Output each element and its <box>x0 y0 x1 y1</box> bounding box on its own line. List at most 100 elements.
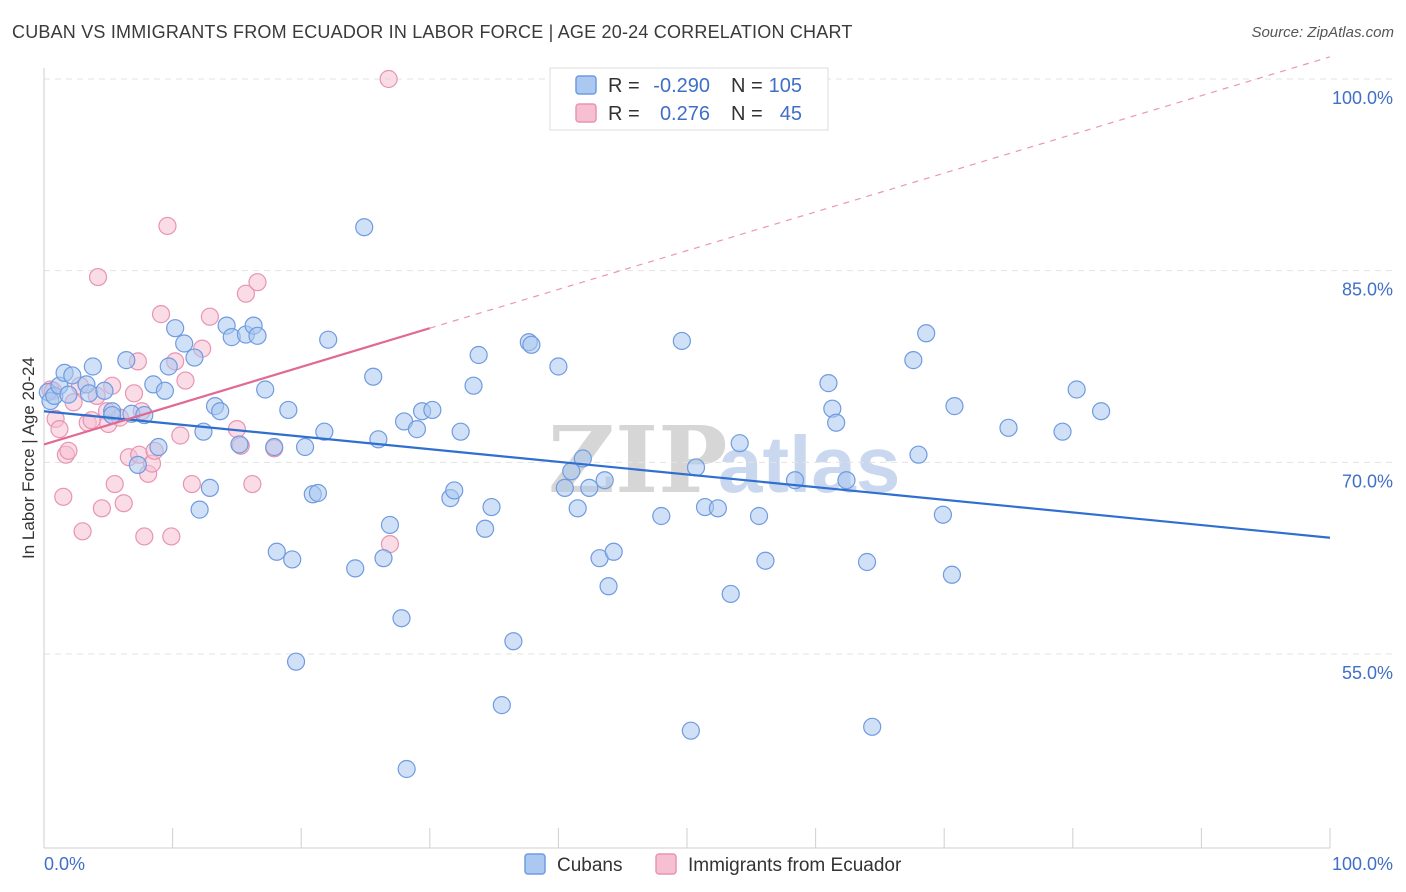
cubans-point-10 <box>95 381 114 400</box>
legend-r-label-cubans: R = <box>608 75 640 97</box>
cubans-point-85 <box>721 584 740 604</box>
ecuador-point-36 <box>182 474 201 494</box>
cubans-point-50 <box>374 549 393 568</box>
cubans-point-57 <box>423 400 442 420</box>
y-tick-label-1: 70.0% <box>1342 471 1393 491</box>
cubans-point-68 <box>522 335 541 354</box>
ecuador-point-4 <box>54 487 73 506</box>
cubans-point-43 <box>308 483 328 503</box>
ecuador-point-34 <box>171 426 190 445</box>
cubans-point-40 <box>286 652 306 671</box>
ecuador-point-41 <box>236 284 256 303</box>
cubans-point-76 <box>595 471 614 490</box>
cubans-point-38 <box>279 400 298 420</box>
y-tick-labels: 55.0% 70.0% 85.0% 100.0% <box>1332 88 1393 683</box>
legend-n-label-cubans: N = <box>731 75 763 97</box>
bottom-legend: Cubans Immigrants from Ecuador <box>524 853 902 876</box>
cubans-point-99 <box>933 505 953 524</box>
ecuador-point-20 <box>114 494 133 513</box>
ecuador-trend-extension <box>429 56 1331 329</box>
legend-swatch-ecuador <box>575 103 597 123</box>
ecuador-point-14 <box>92 499 111 518</box>
cubans-point-15 <box>128 455 147 474</box>
y-tick-label-0: 55.0% <box>1342 663 1393 683</box>
chart-title: CUBAN VS IMMIGRANTS FROM ECUADOR IN LABO… <box>12 22 853 42</box>
ecuador-point-26 <box>135 527 154 546</box>
cubans-point-77 <box>599 577 618 596</box>
cubans-point-105 <box>1091 402 1111 421</box>
cubans-point-96 <box>904 351 923 370</box>
cubans-point-20 <box>159 357 178 376</box>
cubans-point-44 <box>315 422 334 441</box>
cubans-point-78 <box>604 542 623 561</box>
bottom-legend-label-ecuador: Immigrants from Ecuador <box>688 855 902 876</box>
cubans-point-36 <box>265 437 284 457</box>
cubans-point-48 <box>364 367 383 386</box>
cubans-point-45 <box>319 330 338 349</box>
cubans-trend-line <box>43 410 1331 539</box>
ecuador-point-6 <box>59 441 78 460</box>
cubans-point-84 <box>708 499 727 518</box>
cubans-point-79 <box>652 506 671 526</box>
y-tick-label-2: 85.0% <box>1342 280 1393 300</box>
cubans-point-13 <box>117 351 136 370</box>
ecuador-point-43 <box>248 273 267 292</box>
ecuador-point-18 <box>105 474 124 494</box>
bottom-legend-label-cubans: Cubans <box>557 855 623 876</box>
ecuador-point-13 <box>88 267 108 287</box>
ecuador-point-42 <box>243 474 262 494</box>
stats-legend: R = -0.290 N = 105 R = 0.276 N = 45 <box>549 67 829 131</box>
cubans-point-51 <box>380 515 400 535</box>
cubans-point-80 <box>672 331 691 351</box>
cubans-point-26 <box>200 478 219 497</box>
cubans-point-46 <box>346 559 365 578</box>
legend-r-value-cubans: -0.290 <box>653 75 710 97</box>
cubans-point-100 <box>942 565 962 584</box>
legend-swatch-cubans <box>575 75 597 95</box>
cubans-point-66 <box>504 632 523 651</box>
y-tick-label-3: 100.0% <box>1332 88 1393 108</box>
cubans-point-90 <box>819 374 838 393</box>
cubans-point-37 <box>267 542 286 561</box>
cubans-point-82 <box>686 458 706 477</box>
cubans-point-47 <box>355 218 374 237</box>
cubans-point-8 <box>79 384 99 403</box>
legend-n-value-cubans: 105 <box>769 75 802 97</box>
cubans-point-62 <box>469 345 488 365</box>
cubans-point-24 <box>190 500 209 519</box>
legend-r-label-ecuador: R = <box>608 103 640 125</box>
trend-lines <box>43 56 1331 539</box>
cubans-point-74 <box>580 478 599 497</box>
ecuador-point-30 <box>151 305 171 324</box>
cubans-point-93 <box>837 471 856 490</box>
watermark-atlas: atlas <box>718 420 900 509</box>
ecuador-point-9 <box>73 522 92 541</box>
cubans-point-28 <box>211 402 230 421</box>
ecuador-point-31 <box>158 216 177 236</box>
cubans-point-92 <box>827 413 846 432</box>
cubans-point-104 <box>1067 380 1086 399</box>
ecuador-point-3 <box>50 420 69 439</box>
cubans-point-97 <box>909 445 928 464</box>
cubans-point-21 <box>166 319 185 338</box>
cubans-point-59 <box>445 481 464 500</box>
x-tick-label-0: 0.0% <box>44 854 85 874</box>
cubans-point-103 <box>1053 422 1072 441</box>
cubans-point-5 <box>59 385 78 404</box>
y-axis-label: In Labor Force | Age 20-24 <box>19 357 38 559</box>
cubans-point-86 <box>730 434 749 453</box>
bottom-legend-swatch-cubans <box>524 853 546 875</box>
cubans-point-31 <box>230 435 249 454</box>
ecuador-point-32 <box>162 527 181 546</box>
x-ticks <box>172 828 1331 848</box>
cubans-point-81 <box>681 721 700 740</box>
cubans-point-39 <box>283 550 302 569</box>
x-tick-label-1: 100.0% <box>1332 854 1393 874</box>
bottom-legend-swatch-ecuador <box>655 853 677 875</box>
cubans-point-61 <box>464 376 483 395</box>
cubans-point-54 <box>397 759 416 779</box>
cubans-point-60 <box>451 422 470 441</box>
cubans-point-18 <box>149 437 168 457</box>
cubans-point-88 <box>756 551 775 570</box>
